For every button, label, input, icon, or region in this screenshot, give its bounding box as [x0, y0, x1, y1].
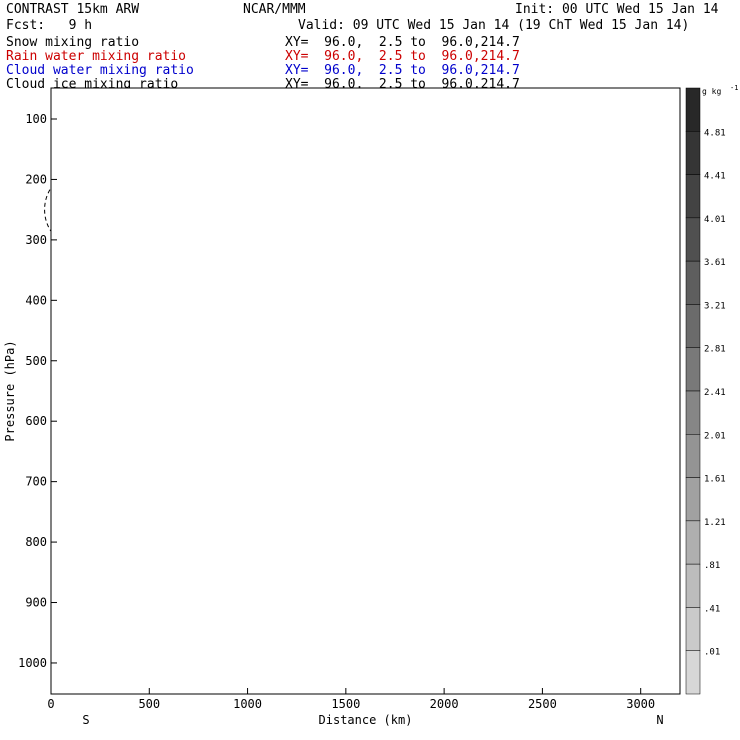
x-tick-label: 500 — [138, 697, 160, 711]
colorbar-band — [685, 563, 701, 608]
colorbar-band — [685, 607, 701, 651]
y-tick-label: 1000 — [18, 656, 47, 670]
x-tick-label: 0 — [47, 697, 54, 711]
colorbar-band — [685, 304, 701, 348]
y-tick-label: 500 — [25, 354, 47, 368]
left-end-label: S — [82, 713, 89, 727]
x-tick-label: 2500 — [528, 697, 557, 711]
colorbar-label: 2.01 — [704, 431, 726, 441]
colorbar-unit-exponent: -1 — [730, 84, 738, 92]
colorbar-band — [685, 217, 701, 262]
y-axis-label: Pressure (hPa) — [3, 340, 17, 441]
plot-frame — [50, 87, 681, 695]
y-tick-label: 200 — [25, 172, 47, 186]
colorbar-label: 1.61 — [704, 475, 726, 485]
colorbar-label: 1.21 — [704, 518, 726, 528]
x-tick-label: 1000 — [233, 697, 262, 711]
colorbar-band — [685, 347, 701, 392]
colorbar-label: 4.41 — [704, 172, 726, 182]
colorbar-label: 4.81 — [704, 128, 726, 138]
colorbar-band — [685, 260, 701, 305]
colorbar-label: 2.41 — [704, 388, 726, 398]
colorbar-band — [685, 390, 701, 435]
colorbar-band — [685, 434, 701, 478]
init-time: Init: 00 UTC Wed 15 Jan 14 — [515, 2, 719, 17]
colorbar-label: 3.61 — [704, 258, 726, 268]
x-tick-label: 3000 — [626, 697, 655, 711]
right-end-label: N — [656, 713, 663, 727]
y-tick-label: 100 — [25, 112, 47, 126]
field-cloud-name: Cloud water mixing ratio — [6, 63, 194, 78]
colorbar-label: .81 — [704, 561, 720, 571]
field-cloud-xy: XY= 96.0, 2.5 to 96.0,214.7 — [285, 63, 520, 78]
forecast-hour: Fcst: 9 h — [6, 18, 93, 33]
colorbar-band — [685, 520, 701, 565]
colorbar-band — [685, 131, 701, 175]
colorbar-label: 2.81 — [704, 345, 726, 355]
x-axis-label: Distance (km) — [319, 713, 413, 727]
x-tick-label: 1500 — [331, 697, 360, 711]
model-title: CONTRAST 15km ARW — [6, 2, 140, 17]
y-tick-label: 800 — [25, 535, 47, 549]
colorbar-band — [685, 650, 701, 695]
y-tick-label: 400 — [25, 293, 47, 307]
y-tick-label: 900 — [25, 596, 47, 610]
colorbar-band — [685, 477, 701, 522]
y-tick-label: 300 — [25, 233, 47, 247]
colorbar-band — [685, 87, 701, 132]
colorbar-unit: g kg — [702, 87, 721, 96]
x-tick-label: 2000 — [430, 697, 459, 711]
field-rain-xy: XY= 96.0, 2.5 to 96.0,214.7 — [285, 49, 520, 64]
colorbar-label: 3.21 — [704, 301, 726, 311]
field-rain-name: Rain water mixing ratio — [6, 49, 187, 64]
y-tick-label: 700 — [25, 475, 47, 489]
colorbar-band — [685, 174, 701, 219]
colorbar-label: .01 — [704, 648, 720, 658]
colorbar-label: .41 — [704, 604, 720, 614]
colorbar-label: 4.01 — [704, 215, 726, 225]
field-snow-name: Snow mixing ratio — [6, 35, 140, 50]
center-title: NCAR/MMM — [243, 2, 306, 17]
valid-time: Valid: 09 UTC Wed 15 Jan 14 (19 ChT Wed … — [298, 18, 690, 33]
y-tick-label: 600 — [25, 414, 47, 428]
field-snow-xy: XY= 96.0, 2.5 to 96.0,214.7 — [285, 35, 520, 50]
